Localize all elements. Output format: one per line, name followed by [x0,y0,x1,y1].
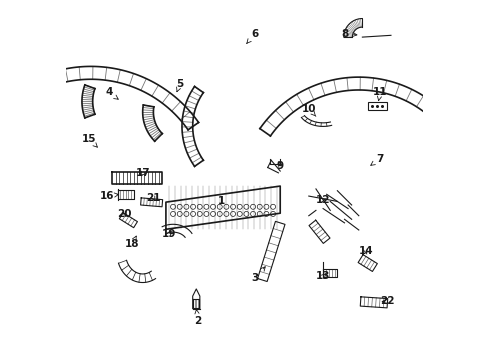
Text: 12: 12 [315,195,330,204]
Text: 8: 8 [340,28,356,39]
Text: 14: 14 [358,247,372,256]
Text: 21: 21 [146,193,161,203]
Text: 11: 11 [372,87,386,101]
Text: 7: 7 [370,154,383,165]
Text: 10: 10 [301,104,315,116]
Text: 17: 17 [135,168,150,178]
Text: 1: 1 [217,197,224,206]
Text: 9: 9 [276,161,283,171]
Text: 16: 16 [100,191,118,201]
Text: 3: 3 [251,267,264,283]
Text: 13: 13 [315,271,330,282]
Text: 19: 19 [162,229,176,239]
Text: 4: 4 [105,87,118,99]
Text: 15: 15 [81,134,97,147]
Text: 22: 22 [379,296,394,306]
Text: 20: 20 [117,209,132,219]
Bar [367,103,386,111]
Text: 18: 18 [124,236,139,249]
Text: 5: 5 [176,78,183,92]
Text: 2: 2 [194,310,201,326]
Text: 6: 6 [246,28,258,43]
